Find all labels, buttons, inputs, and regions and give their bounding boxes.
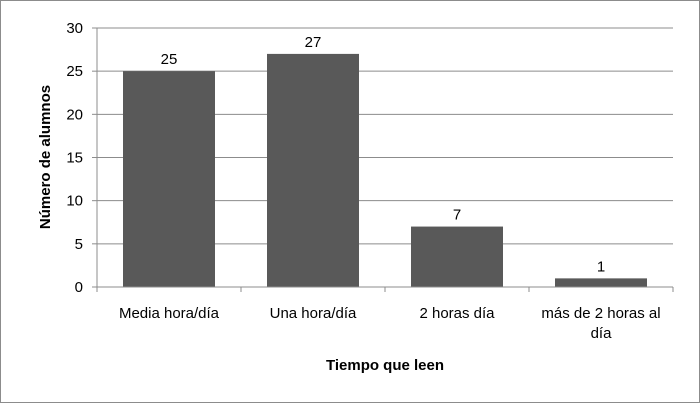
x-tick-label: día: [591, 325, 613, 342]
data-label: 25: [161, 51, 178, 68]
y-tick-labels: 0 5 10 15 20 25 30: [66, 20, 83, 296]
x-tick-label: Media hora/día: [119, 305, 220, 322]
x-tick-label: 2 horas día: [419, 305, 495, 322]
y-tick-label: 25: [66, 63, 83, 80]
data-label: 27: [305, 34, 322, 51]
x-tick-label: más de 2 horas al: [541, 305, 660, 322]
y-axis-title: Número de alumnos: [37, 85, 54, 229]
data-label: 1: [597, 258, 605, 275]
y-tick-label: 20: [66, 106, 83, 123]
bar: [411, 226, 503, 287]
x-tick-label: Una hora/día: [270, 305, 357, 322]
bar: [267, 53, 359, 288]
bar: [123, 71, 215, 288]
data-labels: 25 27 7 1: [161, 34, 606, 275]
bars: [123, 53, 647, 288]
y-tick-label: 30: [66, 20, 83, 37]
x-axis-title: Tiempo que leen: [326, 357, 444, 374]
y-tick-label: 0: [75, 279, 83, 296]
y-tick-label: 5: [75, 236, 83, 253]
x-tick-labels: Media hora/día Una hora/día 2 horas día más…: [119, 305, 661, 342]
bar: [555, 278, 647, 287]
y-tick-label: 10: [66, 193, 83, 210]
axes: [92, 27, 674, 292]
data-label: 7: [453, 207, 461, 224]
y-tick-label: 15: [66, 150, 83, 167]
